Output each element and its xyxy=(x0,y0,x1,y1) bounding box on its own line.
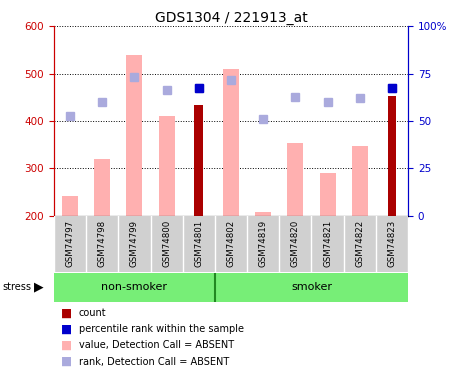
Text: value, Detection Call = ABSENT: value, Detection Call = ABSENT xyxy=(79,340,234,350)
Text: GSM74801: GSM74801 xyxy=(194,220,203,267)
Text: GSM74823: GSM74823 xyxy=(387,220,396,267)
Text: non-smoker: non-smoker xyxy=(101,282,167,292)
Bar xyxy=(194,105,203,216)
Text: ■: ■ xyxy=(61,323,72,336)
Bar xyxy=(352,146,368,216)
Text: GSM74798: GSM74798 xyxy=(98,220,107,267)
Text: GSM74819: GSM74819 xyxy=(259,220,268,267)
Text: ▶: ▶ xyxy=(34,281,44,294)
Text: ■: ■ xyxy=(61,339,72,352)
Bar xyxy=(387,96,396,216)
Bar xyxy=(319,173,336,216)
Text: GSM74797: GSM74797 xyxy=(66,220,75,267)
Title: GDS1304 / 221913_at: GDS1304 / 221913_at xyxy=(155,11,307,25)
Bar xyxy=(287,143,303,216)
Text: percentile rank within the sample: percentile rank within the sample xyxy=(79,324,244,334)
Text: rank, Detection Call = ABSENT: rank, Detection Call = ABSENT xyxy=(79,357,229,366)
Text: GSM74800: GSM74800 xyxy=(162,220,171,267)
Text: smoker: smoker xyxy=(291,282,332,292)
Text: GSM74822: GSM74822 xyxy=(355,220,364,267)
Bar xyxy=(62,196,78,216)
Text: count: count xyxy=(79,308,106,318)
Bar xyxy=(223,69,239,216)
Text: GSM74799: GSM74799 xyxy=(130,220,139,267)
Text: GSM74820: GSM74820 xyxy=(291,220,300,267)
Bar xyxy=(94,159,110,216)
Text: GSM74802: GSM74802 xyxy=(227,220,235,267)
Text: stress: stress xyxy=(2,282,31,292)
Bar xyxy=(126,55,143,216)
Bar xyxy=(159,116,174,216)
Text: ■: ■ xyxy=(61,307,72,320)
Bar xyxy=(255,212,271,216)
Text: ■: ■ xyxy=(61,355,72,368)
Text: GSM74821: GSM74821 xyxy=(323,220,332,267)
